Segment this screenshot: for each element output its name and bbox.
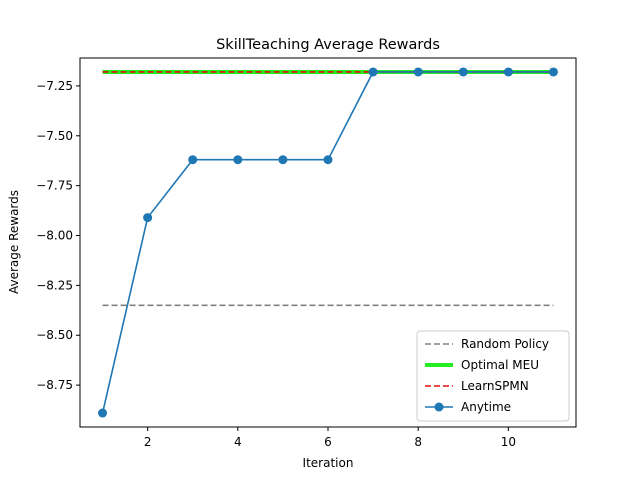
x-tick-label: 6 — [324, 435, 332, 449]
y-tick-label: −7.50 — [36, 129, 73, 143]
x-tick-label: 4 — [234, 435, 242, 449]
data-point — [368, 67, 378, 77]
y-tick-label: −8.75 — [36, 378, 73, 392]
legend-box — [416, 330, 570, 422]
legend-label: Anytime — [461, 400, 511, 414]
y-tick-label: −8.00 — [36, 229, 73, 243]
legend: Random Policy Optimal MEU LearnSPMN Anytime — [416, 330, 570, 422]
data-point — [233, 155, 243, 165]
data-point — [278, 155, 288, 165]
legend-label: Optimal MEU — [461, 358, 539, 372]
x-axis-title: Iteration — [303, 456, 354, 470]
data-point — [143, 213, 153, 223]
y-tick-label: −7.25 — [36, 79, 73, 93]
legend-marker — [434, 402, 444, 412]
legend-label: Random Policy — [461, 337, 549, 351]
chart-title: SkillTeaching Average Rewards — [216, 37, 440, 53]
y-tick-label: −8.25 — [36, 278, 73, 292]
data-point — [188, 155, 198, 165]
data-point — [458, 67, 468, 77]
x-axis: 2 4 6 8 10 — [144, 427, 516, 449]
y-axis-title: Average Rewards — [7, 190, 21, 294]
data-point — [323, 155, 333, 165]
data-point — [503, 67, 513, 77]
y-tick-label: −8.50 — [36, 328, 73, 342]
data-point — [98, 408, 108, 418]
series-layer — [98, 67, 558, 418]
x-tick-label: 10 — [501, 435, 516, 449]
y-axis: −8.75 −8.50 −8.25 −8.00 −7.75 −7.50 −7.25 — [36, 79, 80, 392]
x-tick-label: 8 — [414, 435, 422, 449]
x-tick-label: 2 — [144, 435, 152, 449]
legend-label: LearnSPMN — [461, 379, 529, 393]
y-tick-label: −7.75 — [36, 179, 73, 193]
data-point — [548, 67, 558, 77]
data-point — [413, 67, 423, 77]
